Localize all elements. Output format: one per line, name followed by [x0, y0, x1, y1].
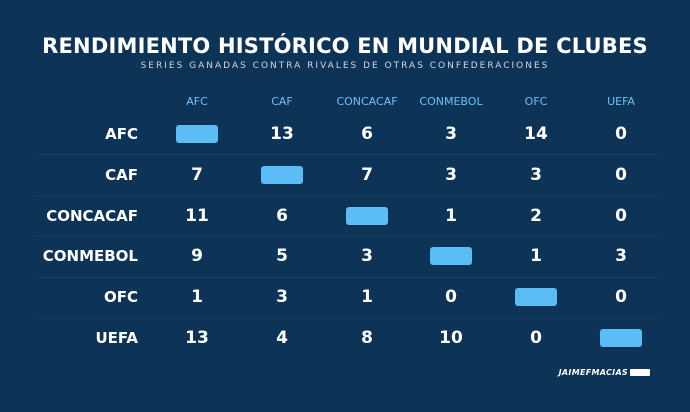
column-header-ofc: OFC	[524, 95, 548, 108]
cell-uefa-vs-ofc: 0	[530, 328, 542, 348]
row-header-concacaf: CONCACAF	[46, 206, 138, 225]
chart-title: RENDIMIENTO HISTÓRICO EN MUNDIAL DE CLUB…	[42, 34, 648, 58]
row-divider	[36, 236, 660, 237]
row-divider	[36, 154, 660, 155]
cell-caf-vs-conmebol: 3	[445, 164, 457, 185]
cell-uefa-vs-conmebol: 10	[439, 328, 463, 348]
row-divider	[36, 318, 660, 319]
cell-caf-vs-afc: 7	[191, 164, 203, 185]
column-header-conmebol: CONMEBOL	[419, 95, 483, 108]
diagonal-cell-caf	[261, 165, 303, 184]
cell-afc-vs-conmebol: 3	[445, 124, 457, 144]
column-header-caf: CAF	[271, 95, 293, 108]
cell-caf-vs-concacaf: 7	[361, 164, 373, 185]
column-header-uefa: UEFA	[607, 95, 635, 108]
column-header-concacaf: CONCACAF	[336, 95, 398, 108]
column-header-afc: AFC	[186, 95, 208, 108]
cell-ofc-vs-afc: 1	[191, 287, 203, 308]
diagonal-cell-ofc	[515, 288, 557, 307]
cell-ofc-vs-concacaf: 1	[361, 287, 373, 308]
cell-afc-vs-uefa: 0	[615, 124, 627, 144]
cell-caf-vs-ofc: 3	[530, 164, 542, 185]
row-header-conmebol: CONMEBOL	[42, 247, 138, 266]
cell-concacaf-vs-afc: 11	[185, 205, 209, 226]
row-divider	[36, 195, 660, 196]
cell-ofc-vs-uefa: 0	[615, 287, 627, 308]
cell-uefa-vs-caf: 4	[276, 328, 288, 348]
cell-afc-vs-ofc: 14	[524, 124, 548, 144]
cell-concacaf-vs-conmebol: 1	[445, 205, 457, 226]
author-credit-text: JAIMEFMACIAS	[558, 368, 628, 377]
cell-caf-vs-uefa: 0	[615, 164, 627, 185]
row-header-caf: CAF	[105, 165, 138, 184]
author-logo-icon	[630, 369, 650, 376]
diagonal-cell-afc	[176, 125, 218, 143]
cell-ofc-vs-caf: 3	[276, 287, 288, 308]
chart-subtitle: SERIES GANADAS CONTRA RIVALES DE OTRAS C…	[140, 61, 550, 71]
cell-concacaf-vs-caf: 6	[276, 205, 288, 226]
cell-afc-vs-caf: 13	[270, 124, 294, 144]
diagonal-cell-concacaf	[346, 206, 388, 225]
cell-conmebol-vs-afc: 9	[191, 246, 203, 267]
author-credit: JAIMEFMACIAS	[559, 368, 650, 377]
cell-conmebol-vs-ofc: 1	[530, 246, 542, 267]
row-header-afc: AFC	[105, 125, 138, 143]
cell-conmebol-vs-uefa: 3	[615, 246, 627, 267]
cell-concacaf-vs-uefa: 0	[615, 205, 627, 226]
row-header-ofc: OFC	[103, 288, 138, 307]
cell-concacaf-vs-ofc: 2	[530, 205, 542, 226]
cell-uefa-vs-concacaf: 8	[361, 328, 373, 348]
cell-conmebol-vs-caf: 5	[276, 246, 288, 267]
cell-uefa-vs-afc: 13	[185, 328, 209, 348]
cell-conmebol-vs-concacaf: 3	[361, 246, 373, 267]
row-header-uefa: UEFA	[95, 329, 138, 347]
diagonal-cell-uefa	[600, 329, 642, 347]
cell-ofc-vs-conmebol: 0	[445, 287, 457, 308]
cell-afc-vs-concacaf: 6	[361, 124, 373, 144]
row-divider	[36, 277, 660, 278]
diagonal-cell-conmebol	[430, 247, 472, 266]
